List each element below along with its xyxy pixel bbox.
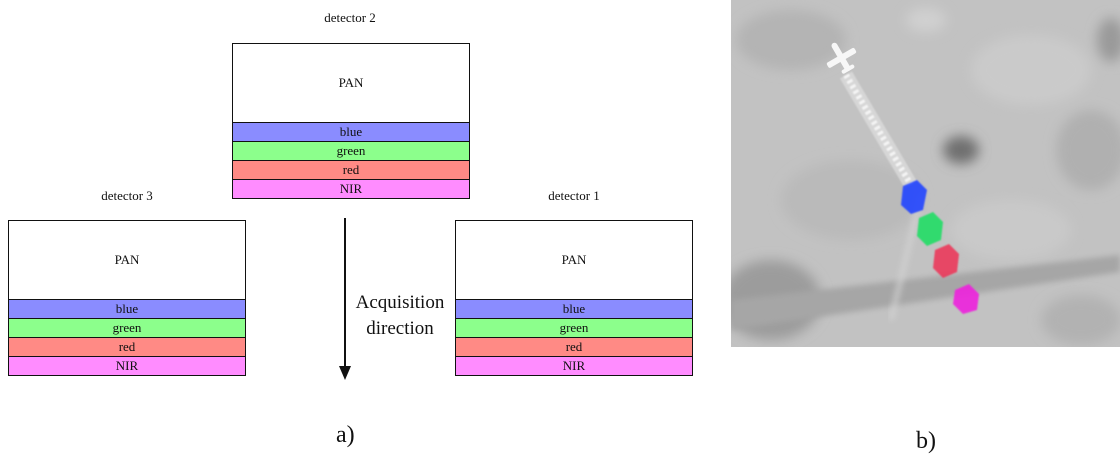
detector-2-box: PAN blue green red NIR [232,43,470,199]
detector-2-band-nir: NIR [233,180,469,198]
detector-1-box: PAN blue green red NIR [455,220,693,376]
detector-3-box: PAN blue green red NIR [8,220,246,376]
detector-2-band-red: red [233,161,469,180]
panel-label-b: b) [916,428,936,454]
detector-3-pan: PAN [9,221,245,300]
detector-2-pan: PAN [233,44,469,123]
detector-1-band-nir: NIR [456,357,692,375]
green-band-blob [917,212,943,246]
blue-band-blob [901,180,927,214]
detector-1-band-green: green [456,319,692,338]
satellite-image [731,0,1120,347]
acquisition-label-line-1: Acquisition [355,292,445,313]
detector-2-band-blue: blue [233,123,469,142]
panel-label-a: a) [336,422,355,448]
detector-2-title: detector 2 [324,10,376,25]
detector-1-band-red: red [456,338,692,357]
nir-band-blob [953,284,979,314]
detector-3-band-red: red [9,338,245,357]
acquisition-direction-label: Acquisition direction [348,290,452,342]
detector-1-band-blue: blue [456,300,692,319]
contrail [839,71,918,189]
detector-2-band-green: green [233,142,469,161]
detector-3-band-blue: blue [9,300,245,319]
detector-1-title: detector 1 [548,188,600,203]
red-band-blob [933,244,959,278]
airplane-icon [826,42,857,74]
faint-trail [888,194,924,321]
road-strip [731,255,1120,330]
detector-3-band-green: green [9,319,245,338]
satellite-image-svg [731,0,1120,347]
acquisition-label-line-2: direction [366,318,434,339]
acquisition-arrow-head [339,366,351,380]
acquisition-arrow-line [344,218,346,368]
detector-1-pan: PAN [456,221,692,300]
detector-3-band-nir: NIR [9,357,245,375]
detector-3-title: detector 3 [101,188,153,203]
